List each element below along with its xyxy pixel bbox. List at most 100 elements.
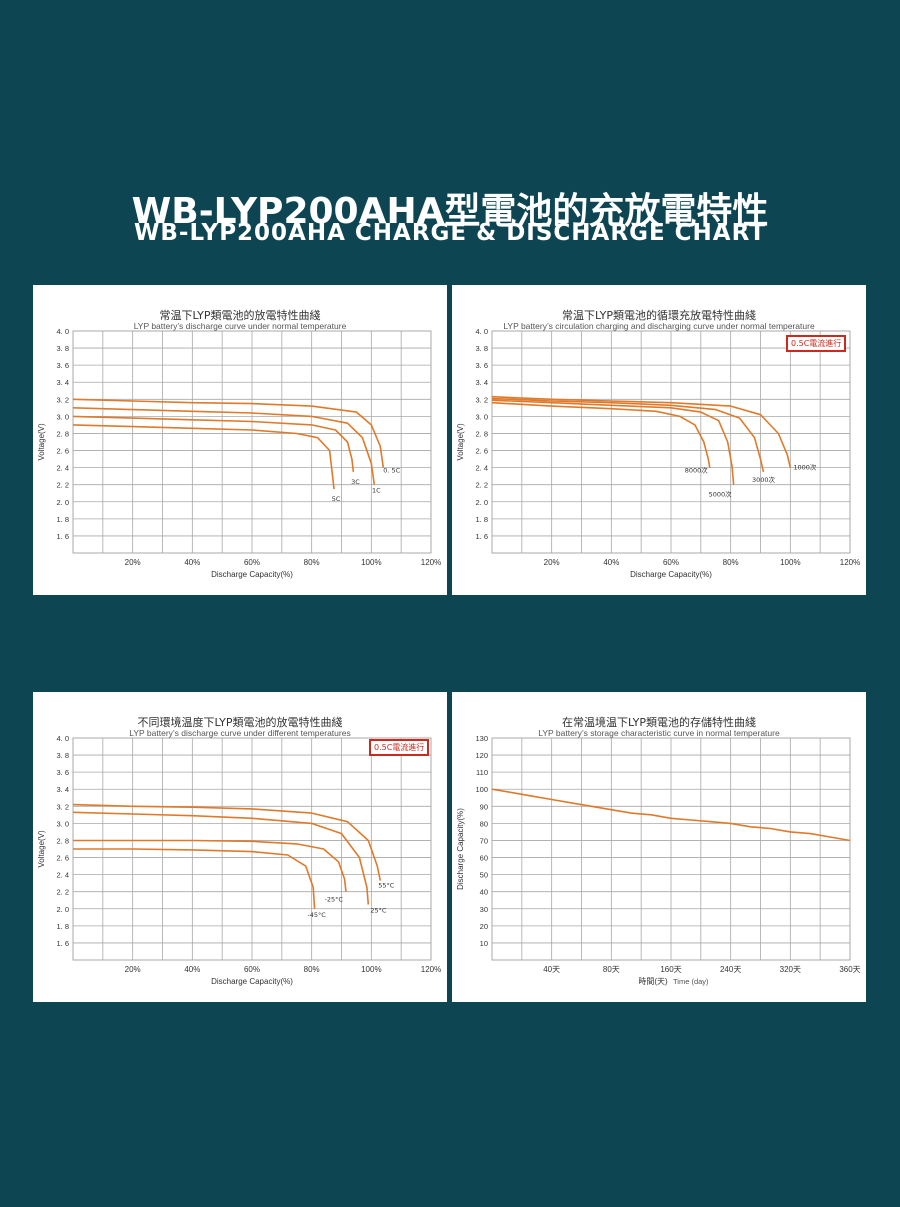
series-label: 1000次 [793, 463, 817, 472]
chart-subtitle: LYP battery’s discharge curve under norm… [133, 321, 347, 331]
y-tick-label: 20 [480, 922, 488, 931]
chart-subtitle: LYP battery’s storage characteristic cur… [538, 728, 780, 738]
x-tick-label: 240天 [720, 965, 741, 974]
y-tick-label: 3. 2 [56, 395, 69, 404]
y-tick-label: 90 [480, 802, 488, 811]
chart-panel-discharge-temperature: 不同環境温度下LYP類電池的放電特性曲綫 LYP battery’s disch… [33, 692, 447, 1002]
y-tick-label: 2. 6 [475, 447, 488, 456]
x-tick-label: 40% [603, 558, 619, 567]
y-tick-label: 60 [480, 854, 488, 863]
series-line [73, 848, 316, 909]
series-line [73, 839, 347, 892]
series-line [72, 424, 335, 490]
chart-panel-storage: 在常温境温下LYP類電池的存儲特性曲綫 LYP battery’s storag… [452, 692, 866, 1002]
y-tick-label: 4. 0 [56, 734, 69, 743]
x-axis-title: Discharge Capacity(%) [211, 977, 293, 986]
series-label: -45°C [307, 911, 326, 919]
series-line [491, 788, 851, 842]
x-tick-label: 120% [840, 558, 860, 567]
y-tick-label: 4. 0 [56, 327, 69, 336]
y-tick-label: 3. 2 [475, 395, 488, 404]
series-label: 0. 5C [383, 467, 400, 475]
series-label: 5000次 [709, 490, 733, 499]
series-label: 8000次 [685, 466, 709, 475]
x-tick-label: 40% [184, 558, 200, 567]
y-tick-label: 2. 2 [56, 481, 69, 490]
x-tick-label: 100% [780, 558, 800, 567]
chart-svg: 1. 6 1. 8 2. 0 2. 2 2. 4 2. 6 2. 8 3. 0 3. 2 3. 4… [37, 734, 441, 986]
x-tick-label: 80天 [603, 965, 620, 974]
chart-title: 在常温境温下LYP類電池的存儲特性曲綫 [561, 716, 757, 729]
y-tick-label: 70 [480, 836, 488, 845]
page-title-english: WB-LYP200AHA CHARGE & DISCHARGE CHART [134, 220, 766, 246]
x-tick-label: 40天 [543, 965, 560, 974]
series-line [491, 395, 792, 468]
y-tick-label: 3. 8 [56, 751, 69, 760]
series-label: 25°C [370, 907, 387, 915]
x-axis-title-english: Time (day) [673, 977, 709, 986]
series-line [72, 407, 376, 485]
y-tick-label: 110 [476, 768, 488, 777]
current-note-badge: 0.5C電流進行 [369, 739, 430, 756]
series-line [72, 803, 382, 881]
y-axis-title: Voltage(V) [37, 423, 46, 461]
series-label: 5C [332, 495, 341, 503]
series-label: 3C [351, 478, 360, 486]
y-tick-label: 3. 8 [475, 344, 488, 353]
series-line [491, 401, 711, 468]
x-axis-title: 時間(天) [638, 977, 668, 986]
y-axis-title: Voltage(V) [456, 423, 465, 461]
series-label: -25°C [325, 896, 344, 904]
x-tick-label: 80% [304, 558, 320, 567]
y-axis-title: Discharge Capacity(%) [456, 808, 465, 890]
y-tick-label: 130 [475, 734, 488, 743]
x-tick-label: 20% [125, 558, 141, 567]
chart-panel-discharge-normal: 常温下LYP類電池的放電特性曲綫 LYP battery’s discharge… [33, 285, 447, 595]
y-tick-label: 4. 0 [475, 327, 488, 336]
y-tick-label: 3. 8 [56, 344, 69, 353]
chart-panel-cycle: 常温下LYP類電池的循環充放電特性曲綫 LYP battery’s circul… [452, 285, 866, 595]
y-tick-label: 1. 6 [56, 532, 69, 541]
series-label: 55°C [378, 882, 395, 890]
y-tick-label: 1. 8 [56, 515, 69, 524]
y-tick-label: 2. 8 [56, 429, 69, 438]
chart-subtitle: LYP battery’s circulation charging and d… [503, 321, 815, 331]
y-tick-label: 3. 4 [475, 378, 488, 387]
y-tick-label: 1. 8 [475, 515, 488, 524]
x-tick-label: 160天 [660, 965, 681, 974]
y-tick-label: 3. 0 [475, 412, 488, 421]
current-note-badge: 0.5C電流進行 [786, 335, 847, 352]
series-line [72, 811, 370, 905]
x-tick-label: 20% [544, 558, 560, 567]
series-line [491, 397, 765, 473]
y-tick-label: 2. 8 [56, 836, 69, 845]
y-tick-label: 2. 0 [56, 498, 69, 507]
x-tick-label: 40% [184, 965, 200, 974]
x-tick-label: 120% [421, 965, 441, 974]
chart-title: 不同環境温度下LYP類電池的放電特性曲綫 [137, 716, 343, 729]
chart-svg: 1. 6 1. 8 2. 0 2. 2 2. 4 2. 6 2. 8 3. 0 3. 2 3. 4… [37, 327, 441, 579]
y-tick-label: 3. 2 [56, 802, 69, 811]
x-tick-label: 20% [125, 965, 141, 974]
series-line [491, 399, 735, 485]
chart-svg: 10 20 30 40 50 60 70 80 90 100 110 120 130 40天 80天 160天… [456, 734, 861, 986]
x-tick-label: 60% [244, 965, 260, 974]
y-tick-label: 3. 4 [56, 785, 69, 794]
chart-subtitle: LYP battery’s discharge curve under diff… [129, 728, 351, 738]
y-tick-label: 2. 0 [475, 498, 488, 507]
y-tick-label: 2. 4 [475, 464, 488, 473]
y-tick-label: 3. 0 [56, 819, 69, 828]
y-tick-label: 2. 2 [56, 888, 69, 897]
y-tick-label: 3. 6 [56, 361, 69, 370]
series-line [72, 415, 355, 472]
y-tick-label: 2. 6 [56, 447, 69, 456]
y-tick-label: 30 [480, 905, 488, 914]
y-tick-label: 1. 8 [56, 922, 69, 931]
y-tick-label: 50 [480, 871, 488, 880]
y-tick-label: 80 [480, 819, 488, 828]
y-tick-label: 2. 4 [56, 464, 69, 473]
y-tick-label: 1. 6 [475, 532, 488, 541]
series-label: 3000次 [752, 475, 776, 484]
series-label: 1C [372, 487, 381, 495]
y-tick-label: 3. 6 [475, 361, 488, 370]
